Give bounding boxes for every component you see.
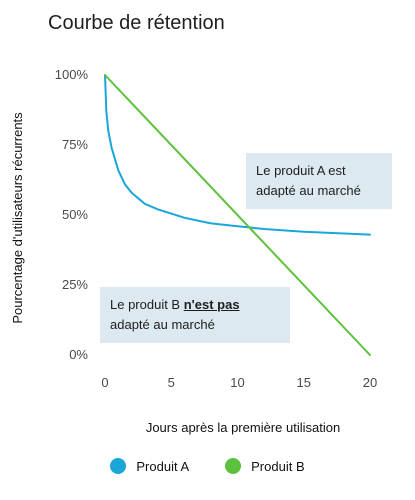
x-axis-label: Jours après la première utilisation [146,420,340,435]
x-tick-label: 15 [297,375,311,390]
legend-swatch-b [225,458,242,474]
legend: Produit A Produit B [0,458,415,474]
y-tick-label: 25% [62,277,88,292]
x-tick-label: 5 [168,375,175,390]
legend-swatch-a [110,458,127,474]
x-tick-label: 0 [101,375,108,390]
y-tick-label: 75% [62,137,88,152]
legend-item-b: Produit B [225,458,305,474]
callout-b-line2: adapté au marché [110,317,215,332]
callout-product-a: Le produit A est adapté au marché [246,153,392,209]
y-tick-label: 0% [69,347,88,362]
y-axis-label: Pourcentage d'utilisateurs récurrents [10,112,25,324]
x-tick-label: 20 [363,375,377,390]
legend-item-a: Produit A [110,458,189,474]
legend-label-b: Produit B [251,458,305,474]
callout-a-line2: adapté au marché [256,183,361,198]
legend-label-a: Produit A [136,458,190,474]
y-tick-label: 100% [55,67,89,82]
callout-b-emphasis: n'est pas [183,297,240,312]
callout-product-b: Le produit B n'est pas adapté au marché [100,287,290,343]
callout-a-line1: Le produit A est [256,163,346,178]
callout-b-prefix: Le produit B [110,297,184,312]
y-tick-label: 50% [62,207,88,222]
x-tick-label: 10 [230,375,244,390]
series-line-produit-b [104,74,371,356]
chart-title: Courbe de rétention [48,12,225,34]
